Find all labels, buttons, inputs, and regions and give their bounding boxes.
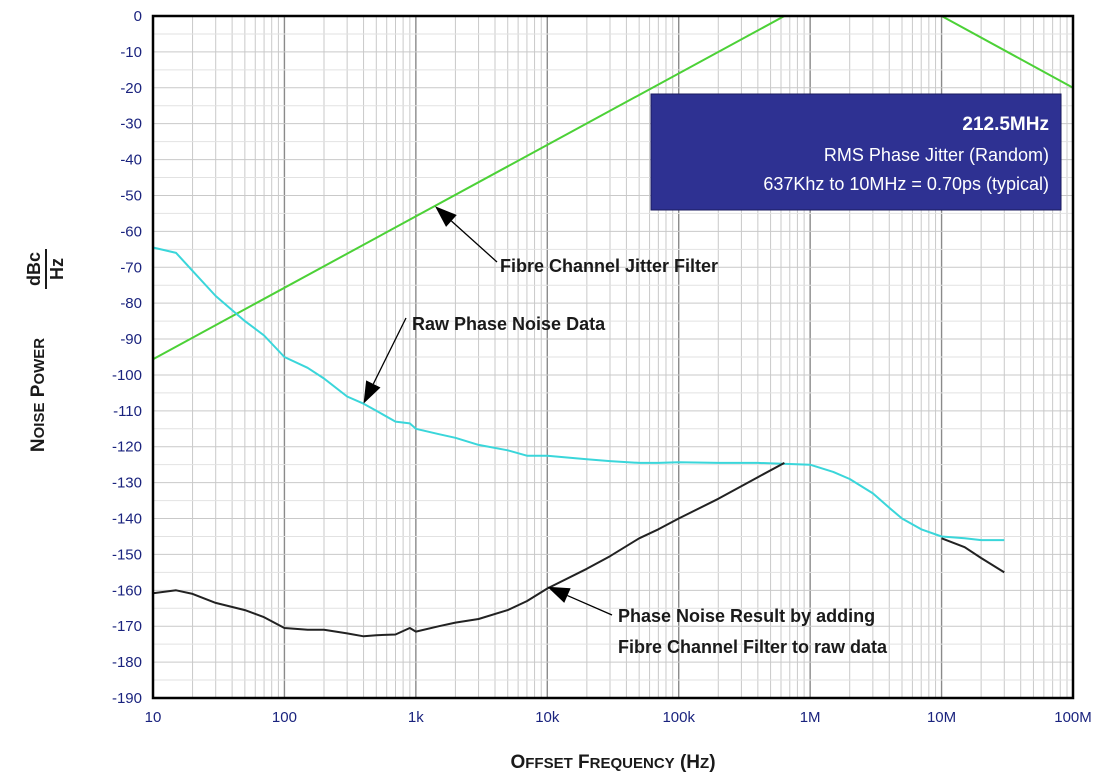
- x-tick-labels: 10 100 1k 10k 100k 1M 10M 100M: [145, 709, 1092, 726]
- annotation-fibre-channel-filter: Fibre Channel Jitter Filter: [435, 206, 718, 276]
- y-tick-label: -190: [112, 690, 142, 707]
- info-box-background: [650, 93, 1062, 211]
- y-tick-label: -60: [120, 223, 142, 240]
- y-tick-label: -80: [120, 295, 142, 312]
- x-tick-label: 1M: [800, 709, 821, 726]
- info-box-line-1: RMS Phase Jitter (Random): [824, 145, 1049, 165]
- annotation-phase-noise-result: Phase Noise Result by adding Fibre Chann…: [547, 586, 888, 657]
- y-tick-label: -150: [112, 546, 142, 563]
- y-tick-labels: 0 -10 -20 -30 -40 -50 -60 -70 -80 -90 -100 -110 -120…: [112, 8, 142, 707]
- y-tick-label: -170: [112, 618, 142, 635]
- y-tick-label: -90: [120, 331, 142, 348]
- annotation-label: Fibre Channel Jitter Filter: [500, 256, 718, 276]
- annotation-label-line-2: Fibre Channel Filter to raw data: [618, 637, 888, 657]
- y-tick-label: -140: [112, 511, 142, 528]
- y-tick-label: -100: [112, 367, 142, 384]
- annotation-label-line-1: Phase Noise Result by adding: [618, 606, 875, 626]
- y-tick-label: -20: [120, 80, 142, 97]
- y-tick-label: -70: [120, 259, 142, 276]
- x-tick-label: 100M: [1054, 709, 1092, 726]
- annotation-arrow-head: [363, 380, 381, 404]
- series-line-3: [941, 537, 1005, 574]
- y-tick-label: -130: [112, 475, 142, 492]
- annotation-raw-phase-noise: Raw Phase Noise Data: [363, 314, 606, 404]
- series-line-2: [152, 462, 785, 638]
- y-tick-label: -120: [112, 439, 142, 456]
- y-axis-title: NOISE POWER dBc Hz: [24, 249, 67, 452]
- y-tick-label: -40: [120, 152, 142, 169]
- y-tick-label: -30: [120, 116, 142, 133]
- x-tick-label: 10: [145, 709, 162, 726]
- y-axis-unit-numerator: dBc: [24, 252, 44, 286]
- info-box-line-2: 637Khz to 10MHz = 0.70ps (typical): [763, 174, 1049, 194]
- y-tick-label: -160: [112, 582, 142, 599]
- x-tick-label: 10M: [927, 709, 956, 726]
- info-box-title: 212.5MHz: [962, 114, 1049, 135]
- x-tick-label: 100: [272, 709, 297, 726]
- x-tick-label: 1k: [408, 709, 424, 726]
- x-tick-label: 100k: [662, 709, 695, 726]
- y-tick-label: 0: [134, 8, 142, 25]
- jitter-info-box: 212.5MHz RMS Phase Jitter (Random) 637Kh…: [650, 93, 1062, 211]
- y-axis-unit-denominator: Hz: [47, 258, 67, 280]
- y-tick-label: -110: [113, 403, 142, 420]
- annotation-arrow-head: [435, 206, 457, 227]
- annotation-arrow-head: [547, 586, 571, 603]
- annotation-arrow-line: [372, 317, 407, 385]
- x-tick-label: 10k: [535, 709, 560, 726]
- y-tick-label: -180: [112, 654, 142, 671]
- plot-frame: [151, 14, 1075, 700]
- y-tick-label: -10: [120, 44, 142, 61]
- annotation-label: Raw Phase Noise Data: [412, 314, 606, 334]
- series-line-1: [152, 246, 1005, 542]
- y-axis-quantity: NOISE POWER: [28, 338, 49, 452]
- annotation-arrow-line: [450, 220, 498, 263]
- y-tick-label: -50: [120, 187, 142, 204]
- annotation-arrow-line: [567, 594, 613, 616]
- x-axis-title: OFFSET FREQUENCY (HZ): [510, 752, 715, 773]
